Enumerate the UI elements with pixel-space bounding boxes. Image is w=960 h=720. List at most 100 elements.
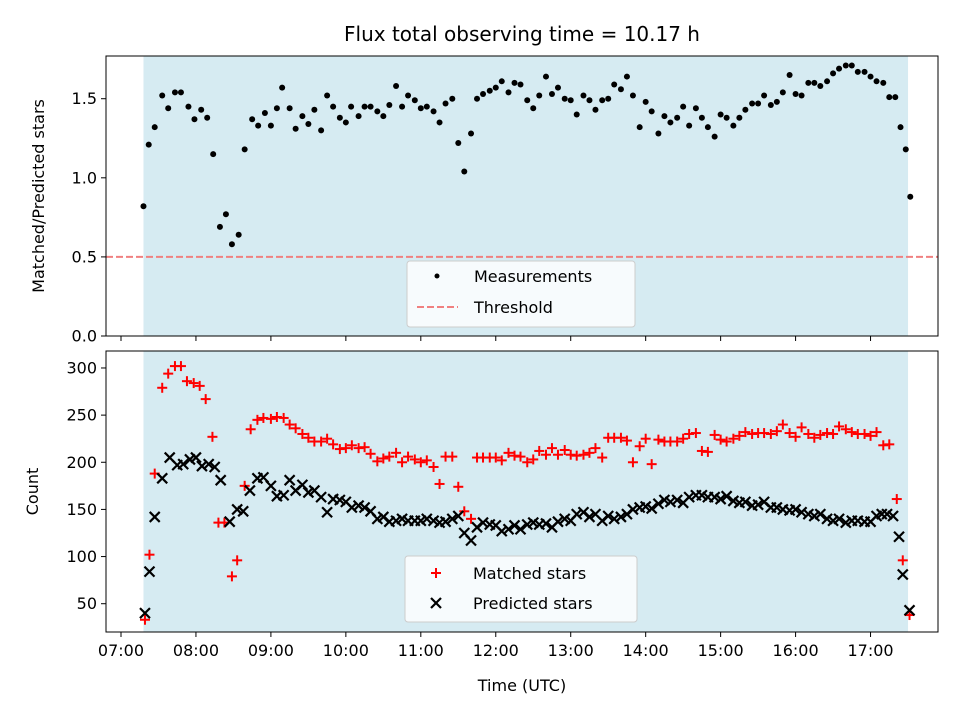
measurement-point: [273, 105, 280, 112]
x-tick-label: 11:00: [398, 641, 444, 660]
measurement-point: [216, 223, 223, 230]
matched-star-point: [316, 436, 327, 447]
top-panel-frame: [105, 55, 939, 337]
measurement-point: [145, 141, 152, 148]
measurement-point: [417, 105, 424, 112]
matched-stars-points: [139, 361, 915, 625]
measurement-point: [461, 168, 468, 175]
predicted-star-point: [903, 604, 916, 617]
measurement-point: [730, 122, 737, 129]
measurement-point: [342, 119, 349, 126]
measurement-point: [177, 89, 184, 96]
matched-star-point: [777, 419, 788, 430]
matched-star-point: [265, 413, 276, 424]
measurement-point: [786, 71, 793, 78]
predicted-star-point: [321, 506, 333, 519]
measurement-point: [811, 79, 818, 86]
measurement-point: [311, 106, 318, 113]
bottom-panel-frame: [105, 350, 939, 633]
measurement-point: [907, 193, 914, 200]
measurement-point: [761, 92, 768, 99]
measurement-point: [880, 79, 887, 86]
matched-star-point: [865, 430, 876, 441]
measurement-point: [861, 68, 868, 75]
predicted-star-point: [752, 498, 764, 511]
predicted-star-point: [283, 474, 296, 486]
bottom-panel: 50 100 150 200 250 300 07:00 08:00 09:00 10:00 11…: [23, 350, 939, 695]
bottom-x-axis: 07:00 08:00 09:00 10:00 11:00 12:00 13:00 14:00…: [98, 632, 894, 660]
measurement-point: [261, 109, 268, 116]
measurement-point: [222, 211, 229, 218]
bottom-legend-box: [404, 555, 638, 623]
matched-star-point: [740, 427, 751, 438]
matched-star-point: [678, 433, 689, 444]
matched-star-point: [359, 442, 370, 453]
measurement-point: [393, 83, 400, 90]
measurement-point: [767, 102, 774, 109]
measurement-point: [474, 95, 481, 102]
measurement-point: [586, 97, 593, 104]
matched-star-point: [721, 436, 732, 447]
measurement-points: [140, 62, 914, 248]
top-y-tick-label: 0.0: [72, 327, 97, 346]
measurement-point: [824, 78, 831, 85]
matched-star-point: [188, 378, 199, 389]
predicted-stars-legend-symbol: [430, 597, 442, 609]
measurement-point: [423, 103, 430, 110]
matched-star-point: [590, 443, 601, 454]
predicted-star-point: [315, 491, 327, 503]
x-tick-label: 08:00: [173, 641, 219, 660]
measurement-point: [642, 98, 649, 105]
measurement-point: [524, 97, 531, 104]
bottom-y-axis: 50 100 150 200 250 300: [66, 358, 106, 613]
measurement-point: [554, 84, 561, 91]
measurement-point: [399, 103, 406, 110]
predicted-star-point: [615, 511, 627, 523]
measurement-point: [817, 83, 824, 90]
bottom-y-tick-label: 150: [66, 500, 97, 519]
matched-star-point: [346, 440, 357, 451]
measurement-point: [848, 62, 855, 69]
matched-star-point: [447, 451, 458, 462]
predicted-star-point: [714, 493, 727, 505]
measurement-point: [692, 105, 699, 112]
measurement-point: [241, 146, 248, 153]
measurement-point: [165, 105, 172, 112]
matched-star-point: [252, 414, 263, 425]
predicted-star-point: [627, 503, 639, 516]
measurement-point: [348, 103, 355, 110]
predicted-star-point: [156, 472, 168, 485]
predicted-star-point: [439, 515, 452, 528]
matched-star-point: [615, 432, 626, 443]
measurement-point: [367, 103, 374, 110]
matched-star-point: [840, 424, 851, 435]
predicted-star-point: [190, 451, 202, 464]
predicted-star-point: [645, 502, 658, 515]
matched-star-point: [322, 433, 333, 444]
predicted-star-point: [265, 480, 277, 492]
measurement-point: [636, 124, 643, 131]
matched-star-point: [690, 428, 701, 439]
matched-star-point: [415, 457, 426, 468]
predicted-star-point: [540, 517, 552, 530]
top-legend: Measurements Threshold: [406, 260, 636, 328]
measurement-point: [498, 78, 505, 85]
measurement-point: [830, 70, 837, 77]
predicted-star-point: [202, 458, 215, 470]
matched-star-point: [709, 429, 720, 440]
measurement-point: [305, 121, 312, 128]
measurement-point: [873, 78, 880, 85]
matched-star-point: [175, 361, 186, 372]
matched-star-point: [765, 428, 776, 439]
predicted-star-point: [177, 458, 189, 470]
predicted-star-point: [683, 491, 695, 503]
matched-star-point: [653, 434, 664, 445]
top-panel: 0.0 0.5 1.0 1.5 Matched/Predicted stars Mea…: [29, 55, 939, 346]
matched-star-point: [397, 457, 408, 468]
predicted-star-point: [139, 607, 151, 619]
predicted-star-point: [887, 510, 899, 522]
predicted-star-point: [477, 516, 489, 529]
measurement-point: [511, 79, 518, 86]
measurement-point: [249, 116, 256, 123]
matched-star-point: [702, 446, 713, 457]
